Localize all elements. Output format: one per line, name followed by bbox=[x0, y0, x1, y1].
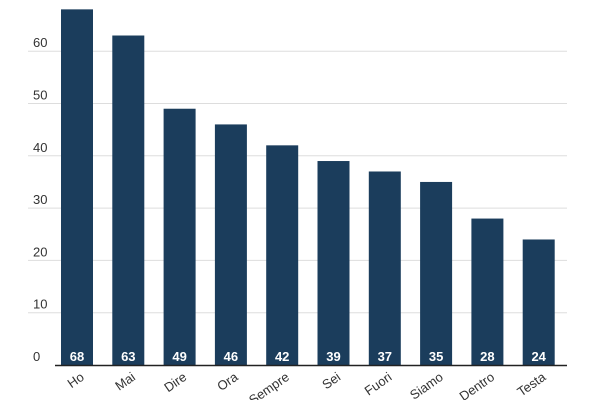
y-tick-label-50: 50 bbox=[33, 88, 47, 103]
y-tick-label-10: 10 bbox=[33, 297, 47, 312]
x-tick-label-siamo: Siamo bbox=[407, 369, 446, 400]
x-tick-label-dentro: Dentro bbox=[457, 369, 498, 400]
x-tick-label-sempre: Sempre bbox=[246, 369, 292, 400]
value-label-dire: 49 bbox=[172, 349, 186, 364]
value-label-fuori: 37 bbox=[378, 349, 392, 364]
bar-sempre bbox=[266, 145, 299, 365]
value-label-testa: 24 bbox=[531, 349, 546, 364]
x-axis-ticks: Ho Mai Dire Ora Sempre Sei Fuori Siamo Dentro Tes… bbox=[64, 369, 549, 400]
y-tick-label-40: 40 bbox=[33, 140, 47, 155]
x-tick-label-ora: Ora bbox=[214, 369, 241, 394]
x-tick-label-dire: Dire bbox=[161, 369, 189, 395]
x-tick-label-testa: Testa bbox=[514, 369, 549, 400]
bar-mai bbox=[112, 35, 145, 365]
bar-dentro bbox=[471, 218, 504, 365]
bar-sei bbox=[317, 161, 350, 365]
x-tick-label-mai: Mai bbox=[112, 369, 138, 393]
value-label-siamo: 35 bbox=[429, 349, 443, 364]
y-tick-label-20: 20 bbox=[33, 244, 47, 259]
bar-ho bbox=[61, 9, 93, 366]
bars bbox=[61, 9, 555, 366]
y-tick-label-60: 60 bbox=[33, 35, 47, 50]
bar-ora bbox=[214, 124, 247, 365]
value-label-sei: 39 bbox=[326, 349, 340, 364]
data-labels: 68 63 49 46 42 39 37 35 28 24 bbox=[70, 349, 547, 364]
x-tick-label-fuori: Fuori bbox=[362, 369, 395, 398]
value-label-ora: 46 bbox=[224, 349, 238, 364]
value-label-mai: 63 bbox=[121, 349, 135, 364]
bar-siamo bbox=[420, 181, 453, 365]
bar-dire bbox=[163, 108, 196, 365]
y-axis-ticks: 0 10 20 30 40 50 60 bbox=[33, 35, 47, 364]
value-label-dentro: 28 bbox=[480, 349, 494, 364]
value-label-ho: 68 bbox=[70, 349, 84, 364]
y-tick-label-0: 0 bbox=[33, 349, 40, 364]
x-tick-label-ho: Ho bbox=[64, 369, 86, 391]
value-label-sempre: 42 bbox=[275, 349, 289, 364]
bar-testa bbox=[522, 239, 555, 365]
bar-fuori bbox=[368, 171, 401, 365]
y-tick-label-30: 30 bbox=[33, 192, 47, 207]
x-tick-label-sei: Sei bbox=[319, 369, 343, 392]
